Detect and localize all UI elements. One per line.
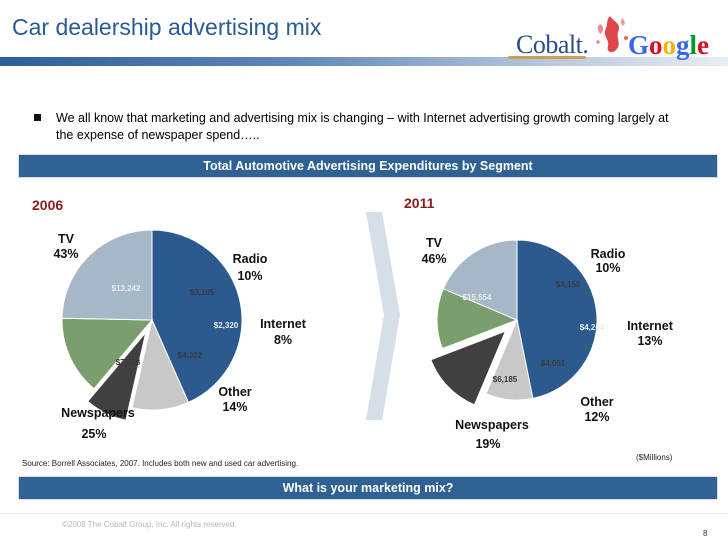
pie-2011-name-label-radio: Radio	[591, 247, 626, 261]
pie-2011-slice-newspapers	[442, 239, 518, 321]
pie-2011-value-label-newspapers: $6,185	[493, 375, 518, 384]
pie-2006-pct-label-newspapers: 25%	[81, 427, 106, 441]
pie-2011-name-label-tv: TV	[426, 236, 443, 250]
pie-2011-slice-internet	[430, 330, 507, 406]
pie-2006-name-label-tv: TV	[58, 232, 75, 246]
pie-2006-name-label-radio: Radio	[233, 252, 268, 266]
splash-graphic-icon	[596, 16, 628, 53]
pie-2011-value-label-radio: $3,159	[556, 280, 581, 289]
bullet-text: We all know that marketing and advertisi…	[56, 111, 669, 142]
google-logo-letter: e	[697, 30, 710, 60]
year-label-2006: 2006	[32, 197, 64, 213]
pie-2011-slice-tv	[516, 239, 598, 400]
chart-title-banner: Total Automotive Advertising Expenditure…	[18, 154, 718, 178]
year-label-2011: 2011	[404, 195, 435, 211]
units-note: ($Millions)	[636, 453, 673, 462]
pie-2011-slice-other	[436, 288, 519, 350]
source-note: Source: Borrell Associates, 2007. Includ…	[22, 459, 299, 468]
logos: Cobalt. Google	[500, 14, 722, 61]
bottom-banner: What is your marketing mix?	[18, 476, 718, 500]
pie-2011-pct-label-internet: 13%	[637, 334, 662, 348]
pie-2006-pct-label-radio: 10%	[237, 269, 262, 283]
pie-2011-value-label-internet: $4,264	[580, 323, 605, 332]
title-rule	[0, 57, 728, 66]
pie-2011-pct-label-tv: 46%	[421, 252, 446, 266]
pie-2006-value-label-other: $4,322	[178, 351, 203, 360]
pie-2011-value-label-tv: $15,554	[463, 293, 492, 302]
page-number: 8	[703, 529, 708, 538]
pie-2006-name-label-newspapers: Newspapers	[61, 406, 135, 420]
pie-2006-pct-label-other: 14%	[222, 400, 247, 414]
pie-2006-slice-other	[61, 317, 154, 390]
cobalt-swoosh	[508, 56, 586, 59]
google-logo-letter: o	[662, 30, 677, 60]
google-logo-letter: g	[676, 30, 690, 60]
pie-2006-slice-internet	[87, 332, 147, 421]
transition-arrow-icon	[366, 212, 400, 420]
pie-2006-slice-radio	[131, 318, 190, 411]
google-logo-letter: o	[649, 30, 663, 60]
pie-2011-pct-label-radio: 10%	[595, 261, 620, 275]
google-logo-letter: G	[628, 30, 650, 60]
pie-2011-value-label-other: $4,051	[541, 359, 566, 368]
pie-2006-value-label-radio: $3,105	[190, 288, 215, 297]
pie-2006-slice-newspapers	[61, 229, 153, 321]
bullet-square-icon	[34, 114, 41, 121]
pie-2006-slice-tv	[151, 229, 243, 403]
google-logo: Google	[628, 30, 709, 61]
pie-2011-pct-label-newspapers: 19%	[475, 437, 500, 451]
pie-2011-name-label-internet: Internet	[627, 319, 674, 333]
pie-2006-value-label-tv: $13,242	[112, 284, 141, 293]
pie-2011-slice-radio	[485, 318, 534, 401]
pie-2006-value-label-internet: $2,320	[214, 321, 239, 330]
pie-2006-name-label-other: Other	[218, 385, 251, 399]
footer-rule	[0, 513, 728, 514]
pie-2006-pct-label-internet: 8%	[274, 333, 292, 347]
pie-2006-name-label-internet: Internet	[260, 317, 307, 331]
google-logo-letter: l	[689, 30, 698, 60]
pie-2011-name-label-other: Other	[580, 395, 613, 409]
pie-2011-name-label-newspapers: Newspapers	[455, 418, 529, 432]
slide-title: Car dealership advertising mix	[12, 14, 322, 40]
copyright: ©2008 The Cobalt Group, Inc. All rights …	[62, 520, 237, 529]
pie-2006-value-label-newspapers: $7,538	[116, 358, 141, 367]
pie-2006-pct-label-tv: 43%	[53, 247, 78, 261]
pie-2011-pct-label-other: 12%	[584, 410, 609, 424]
cobalt-logo: Cobalt.	[516, 30, 589, 59]
